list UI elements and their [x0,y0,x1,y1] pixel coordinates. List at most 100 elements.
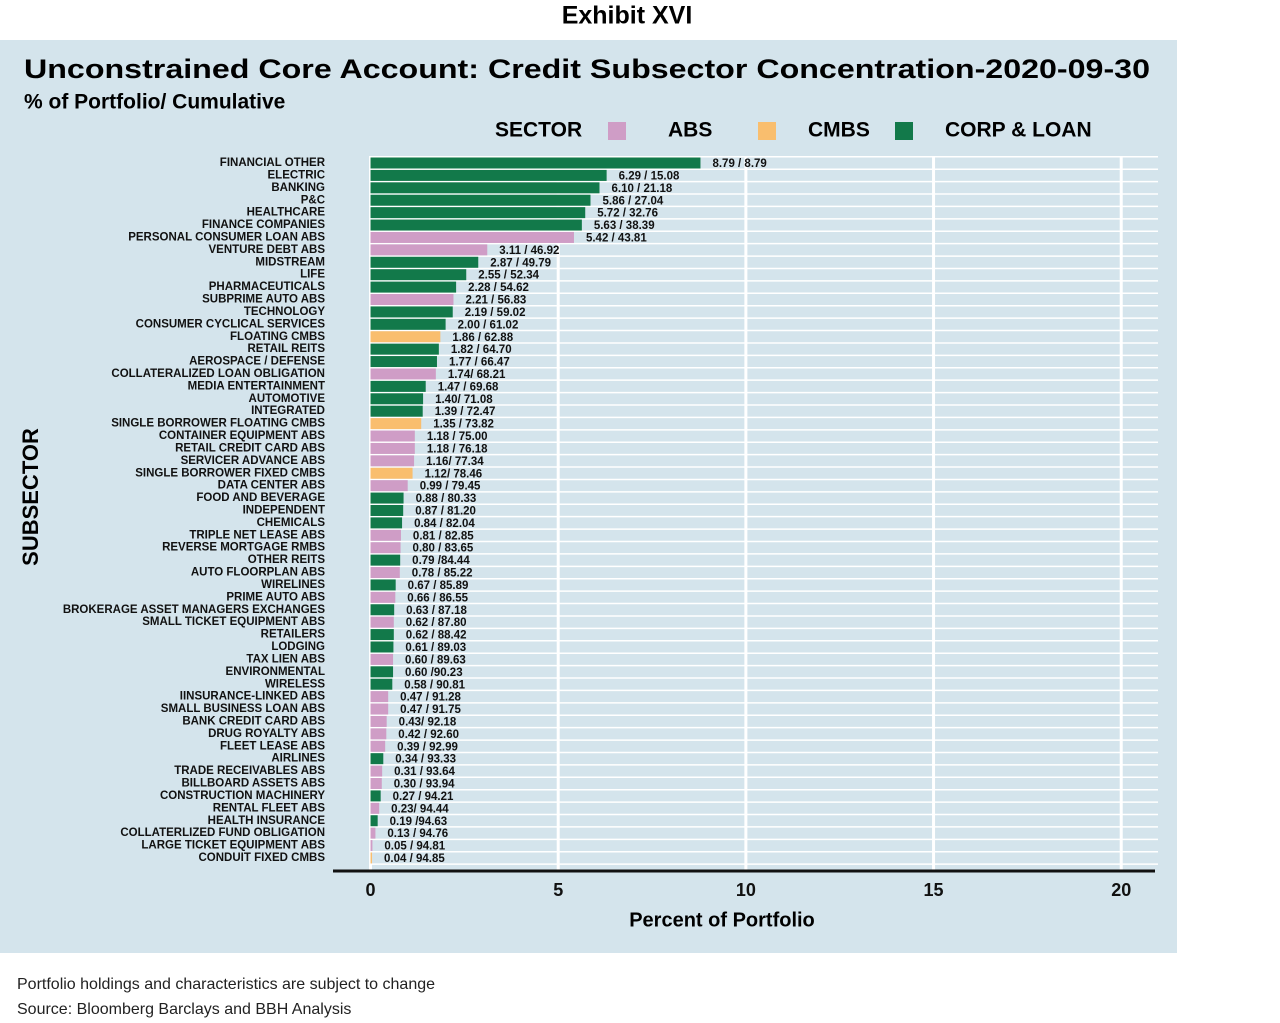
value-label: 2.55 / 52.34 [478,270,539,282]
y-tick-label: CHEMICALS [257,517,326,529]
bar [370,852,373,864]
bar [370,778,382,789]
y-tick-label: INTEGRATED [251,405,325,417]
bar [370,380,426,392]
bar [370,827,376,839]
exhibit-label: Exhibit XVI [562,2,693,30]
legend-label: CMBS [808,119,870,142]
y-tick-label: BANK CREDIT CARD ABS [182,715,325,727]
value-label: 1.86 / 62.88 [452,332,513,344]
bar [370,629,394,641]
y-tick-label: BROKERAGE ASSET MANAGERS EXCHANGES [63,604,326,616]
x-tick-label: 0 [366,880,376,900]
value-label: 1.47 / 69.68 [438,381,499,393]
y-tick-label: MIDSTREAM [255,256,325,268]
bar [370,666,394,678]
value-label: 0.13 / 94.76 [387,828,448,840]
value-label: 0.34 / 93.33 [395,754,456,766]
y-tick-label: INDEPENDENT [243,505,325,517]
y-tick-label: TECHNOLOGY [244,306,325,318]
value-label: 0.87 / 81.20 [415,506,476,518]
bar [370,728,387,740]
value-label: 1.74/ 68.21 [448,369,506,381]
y-tick-label: COLLATERALIZED LOAN OBLIGATION [111,368,325,380]
y-tick-label: IINSURANCE-LINKED ABS [180,691,326,703]
value-label: 0.84 / 82.04 [414,518,475,530]
y-tick-label: TRIPLE NET LEASE ABS [189,529,325,541]
value-label: 6.10 / 21.18 [611,183,672,195]
bar [370,790,381,802]
value-label: 0.80 / 83.65 [413,543,474,555]
footnote: Source: Bloomberg Barclays and BBH Analy… [17,1001,351,1018]
value-label: 0.30 / 93.94 [394,779,455,791]
value-label: 0.66 / 86.55 [407,592,468,604]
y-axis-label: SUBSECTOR [18,428,43,566]
x-tick-label: 15 [924,880,944,900]
x-axis-label: Percent of Portfolio [629,909,815,931]
y-tick-label: RETAILERS [261,629,326,641]
value-label: 5.72 / 32.76 [597,208,658,220]
y-tick-label: WIRELESS [265,678,325,690]
value-label: 2.28 / 54.62 [468,282,529,294]
y-tick-label: AEROSPACE / DEFENSE [189,356,325,368]
value-label: 2.00 / 61.02 [458,319,519,331]
bar [370,554,401,566]
y-tick-label: AUTOMOTIVE [249,393,326,405]
y-tick-label: ELECTRIC [268,169,326,181]
x-tick-label: 5 [553,880,563,900]
chart-subtitle: % of Portfolio/ Cumulative [24,91,285,114]
y-tick-label: TRADE RECEIVABLES ABS [174,765,325,777]
y-tick-label: SMALL BUSINESS LOAN ABS [161,703,326,715]
value-label: 8.79 / 8.79 [712,158,766,170]
y-tick-label: WIRELINES [261,579,325,591]
bar [370,715,387,727]
bar [370,529,401,541]
bar [370,418,422,430]
value-label: 0.99 / 79.45 [420,481,481,493]
bar [370,356,437,368]
bar [370,331,441,343]
bar [370,691,389,703]
value-label: 0.88 / 80.33 [416,493,477,505]
value-label: 0.60 / 89.63 [405,654,466,666]
value-label: 0.39 / 92.99 [397,741,458,753]
bar [370,318,446,330]
value-label: 0.43/ 92.18 [399,716,457,728]
legend-swatch [608,122,626,140]
y-tick-label: HEALTH INSURANCE [208,815,326,827]
value-label: 0.79 /84.44 [412,555,470,567]
value-label: 1.82 / 64.70 [451,344,512,356]
footnote: Portfolio holdings and characteristics a… [17,976,435,993]
value-label: 0.62 / 88.42 [406,630,467,642]
bar [370,231,574,243]
y-tick-label: SMALL TICKET EQUIPMENT ABS [142,616,325,628]
bar [370,604,395,616]
value-label: 0.60 /90.23 [405,667,463,679]
bar [370,219,582,231]
value-label: 0.81 / 82.85 [413,530,474,542]
value-label: 2.87 / 49.79 [490,257,551,269]
legend-swatch [895,122,913,140]
legend-swatch [758,122,776,140]
value-label: 1.12/ 78.46 [425,468,483,480]
bar [370,455,415,467]
chart-title: Unconstrained Core Account: Credit Subse… [24,54,1150,84]
bar [370,591,396,603]
y-tick-label: RENTAL FLEET ABS [213,802,326,814]
value-label: 0.05 / 94.81 [384,841,445,853]
bar [370,194,591,206]
value-label: 0.47 / 91.28 [400,692,461,704]
y-tick-label: LODGING [271,641,325,653]
value-label: 0.42 / 92.60 [398,729,459,741]
y-tick-label: AIRLINES [271,753,325,765]
y-tick-label: FINANCE COMPANIES [202,219,325,231]
bar [370,368,436,380]
y-tick-label: DRUG ROYALTY ABS [208,728,325,740]
legend-label: ABS [668,119,712,142]
bar [370,653,394,665]
y-tick-label: DATA CENTER ABS [218,480,326,492]
bar [370,616,394,628]
bar [370,405,423,417]
value-label: 1.35 / 73.82 [433,419,494,431]
y-tick-label: PHARMACEUTICALS [209,281,326,293]
